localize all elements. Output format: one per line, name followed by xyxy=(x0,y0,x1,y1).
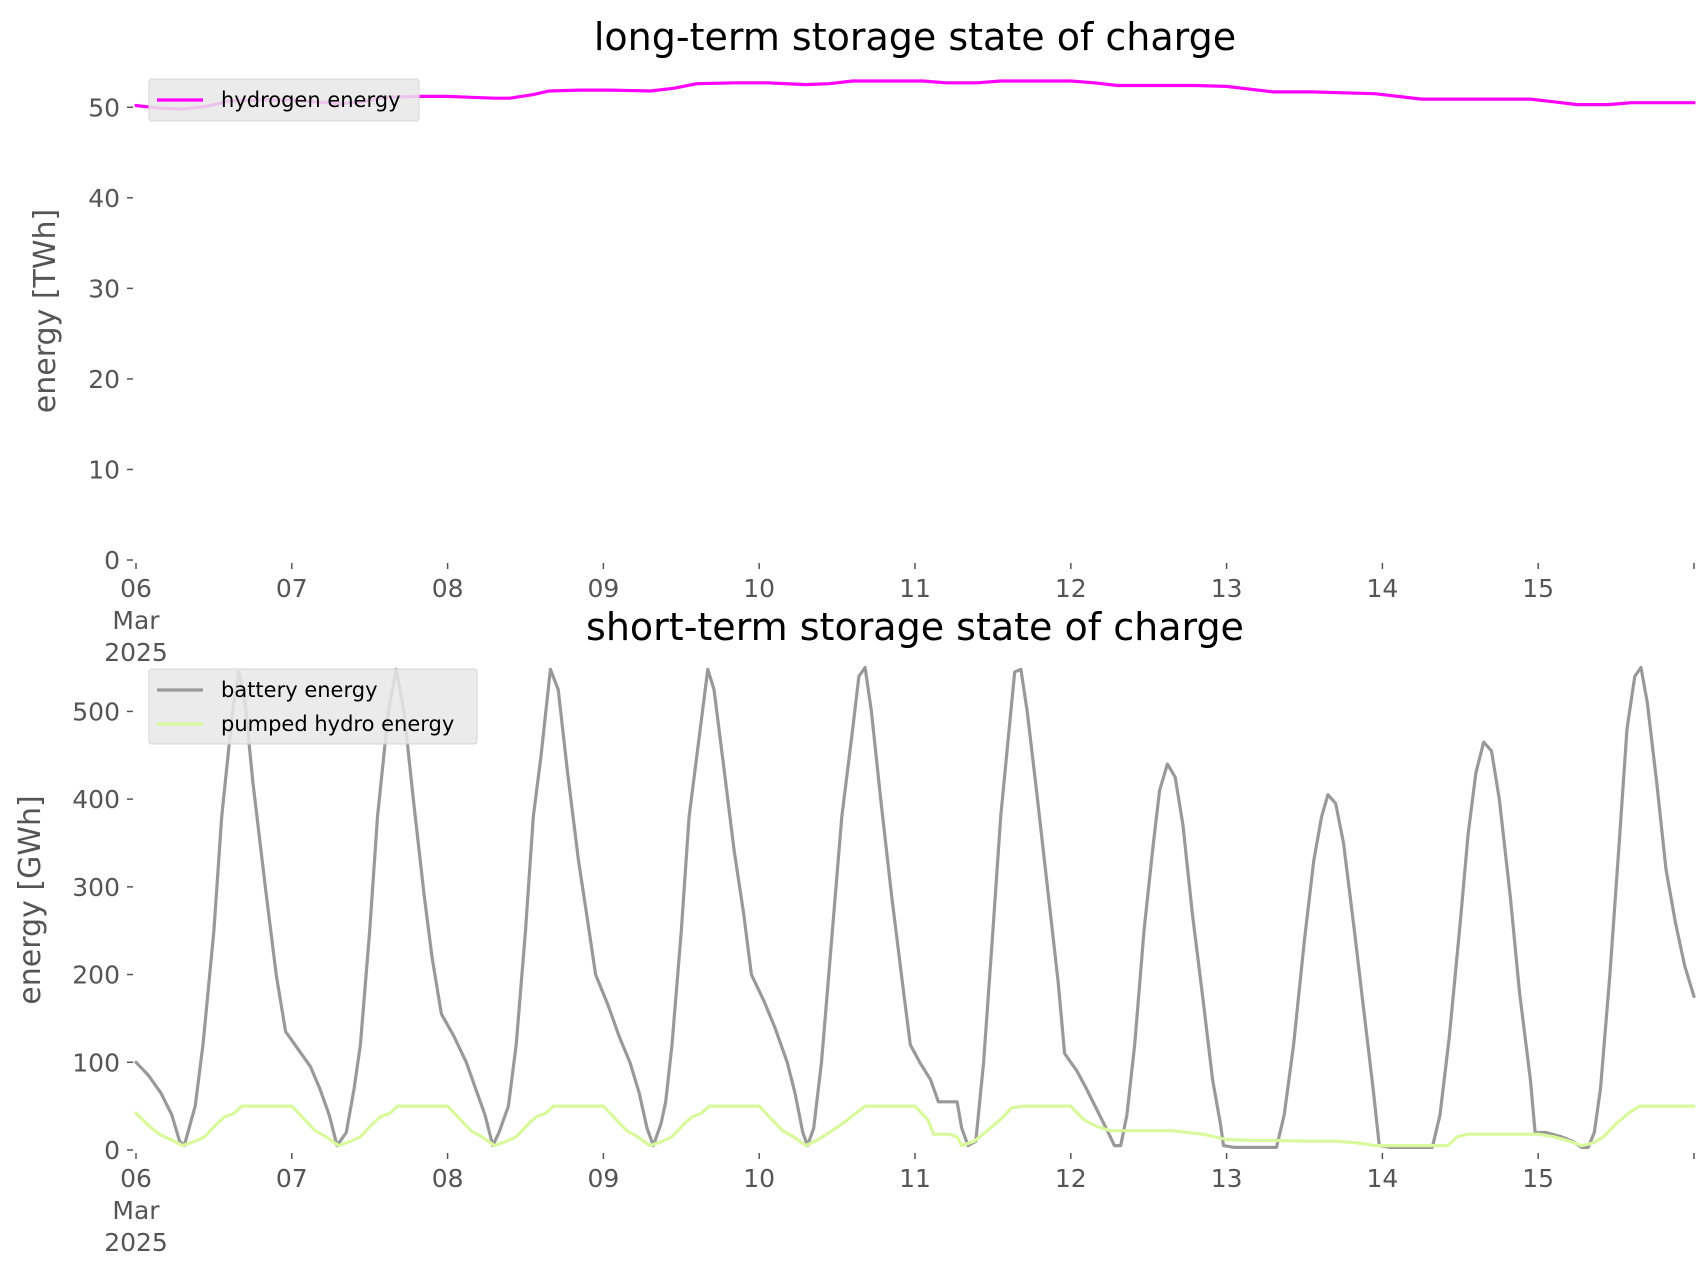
x-tick-label-line: 2025 xyxy=(104,1228,168,1257)
series-line-pumped-hydro-energy xyxy=(134,1104,1696,1148)
legend-label-hydrogen-energy: hydrogen energy xyxy=(221,88,401,112)
x-tick-label-line: 14 xyxy=(1366,574,1398,603)
legend-label-battery-energy: battery energy xyxy=(221,678,378,702)
x-tick-label-line: 11 xyxy=(899,574,931,603)
x-tick-label-line: 15 xyxy=(1522,1164,1554,1193)
y-tick-label: 40 xyxy=(88,184,120,213)
x-tick-label-06: 06 Mar 2025 xyxy=(104,1164,168,1257)
x-tick-label-09: 09 xyxy=(587,1164,619,1193)
y-tick-label: 0 xyxy=(104,546,120,575)
long-term-chart: long-term storage state of charge energy … xyxy=(28,15,1696,667)
x-tick-label-line: Mar xyxy=(112,606,160,635)
x-tick-label-12: 12 xyxy=(1055,574,1087,603)
x-tick-label-06: 06 Mar 2025 xyxy=(104,574,168,667)
legend-label-pumped-hydro-energy: pumped hydro energy xyxy=(221,712,454,736)
x-tick-label-09: 09 xyxy=(587,574,619,603)
y-tick-label: 30 xyxy=(88,274,120,303)
x-tick-label-line: 12 xyxy=(1055,1164,1087,1193)
y-tick-label: 400 xyxy=(72,785,120,814)
x-tick-label-15: 15 xyxy=(1522,1164,1554,1193)
x-tick-label-line: 10 xyxy=(743,574,775,603)
x-tick-label-14: 14 xyxy=(1366,574,1398,603)
x-tick-label-line: Mar xyxy=(112,1196,160,1225)
x-tick-label-line: 13 xyxy=(1211,1164,1243,1193)
x-tick-label-08: 08 xyxy=(432,1164,464,1193)
x-tick-label-13: 13 xyxy=(1211,574,1243,603)
y-tick-label: 50 xyxy=(88,93,120,122)
x-tick-label-line: 11 xyxy=(899,1164,931,1193)
y-tick-label: 10 xyxy=(88,455,120,484)
legend: battery energy pumped hydro energy xyxy=(148,668,478,745)
y-tick-label: 100 xyxy=(72,1048,120,1077)
x-tick-label-line: 08 xyxy=(432,1164,464,1193)
x-tick-label-line: 13 xyxy=(1211,574,1243,603)
x-tick-label-11: 11 xyxy=(899,1164,931,1193)
chart-title: long-term storage state of charge xyxy=(594,15,1236,59)
x-tick-label-line: 06 xyxy=(120,1164,152,1193)
x-tick-label-line: 09 xyxy=(587,574,619,603)
short-term-chart: short-term storage state of charge energy… xyxy=(13,605,1696,1257)
x-tick-label-line: 2025 xyxy=(104,638,168,667)
x-tick-label-11: 11 xyxy=(899,574,931,603)
legend-box xyxy=(148,78,420,122)
x-tick-label-line: 06 xyxy=(120,574,152,603)
x-tick-label-line: 07 xyxy=(276,1164,308,1193)
x-tick-label-line: 15 xyxy=(1522,574,1554,603)
x-tick-label-line: 14 xyxy=(1366,1164,1398,1193)
x-tick-label-10: 10 xyxy=(743,1164,775,1193)
x-tick-label-13: 13 xyxy=(1211,1164,1243,1193)
y-tick-label: 300 xyxy=(72,873,120,902)
y-tick-label: 0 xyxy=(104,1136,120,1165)
x-tick-label-line: 07 xyxy=(276,574,308,603)
x-tick-label-line: 10 xyxy=(743,1164,775,1193)
x-tick-label-line: 09 xyxy=(587,1164,619,1193)
x-tick-label-10: 10 xyxy=(743,574,775,603)
x-tick-label-07: 07 xyxy=(276,1164,308,1193)
x-tick-label-line: 08 xyxy=(432,574,464,603)
legend-box xyxy=(148,668,478,745)
x-tick-label-14: 14 xyxy=(1366,1164,1398,1193)
x-tick-label-08: 08 xyxy=(432,574,464,603)
x-tick-label-15: 15 xyxy=(1522,574,1554,603)
x-tick-label-line: 12 xyxy=(1055,574,1087,603)
x-tick-label-12: 12 xyxy=(1055,1164,1087,1193)
y-tick-label: 200 xyxy=(72,961,120,990)
y-axis-label: energy [GWh] xyxy=(13,795,48,1004)
legend: hydrogen energy xyxy=(148,78,420,122)
chart-title: short-term storage state of charge xyxy=(586,605,1244,649)
y-tick-label: 500 xyxy=(72,697,120,726)
y-tick-label: 20 xyxy=(88,365,120,394)
y-axis-label: energy [TWh] xyxy=(28,209,63,413)
x-tick-label-07: 07 xyxy=(276,574,308,603)
